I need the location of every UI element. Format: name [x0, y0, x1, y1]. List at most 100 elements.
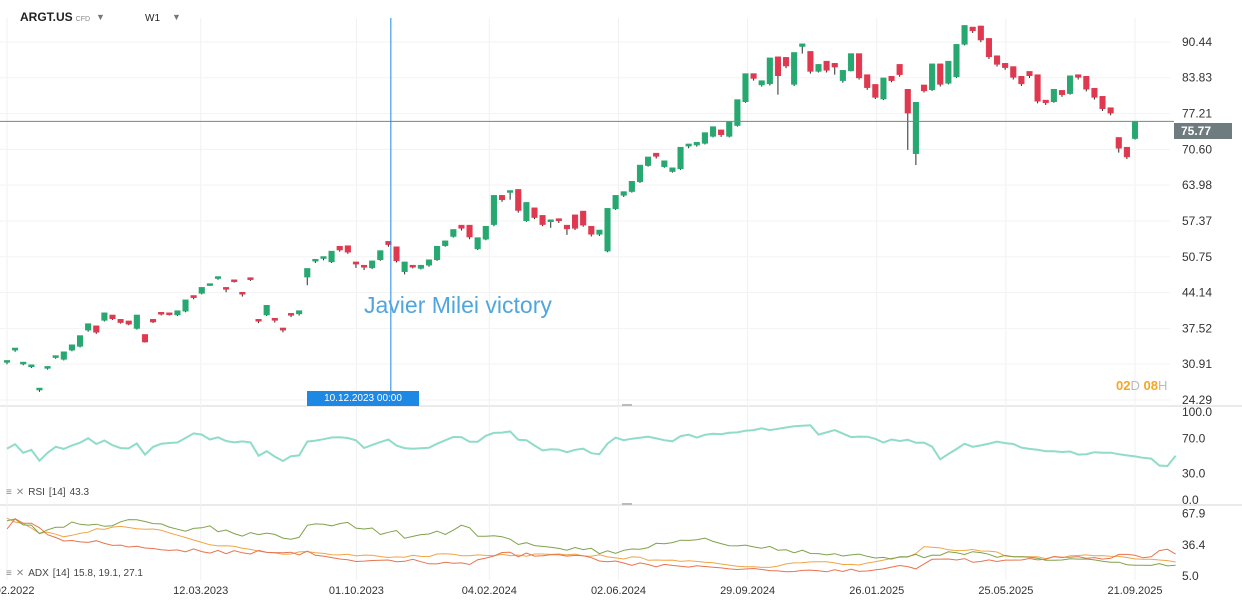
- candle: [961, 25, 968, 46]
- candle-body: [1042, 99, 1049, 104]
- rsi-indicator-label[interactable]: ≡ ✕ RSI [14] 43.3: [6, 487, 89, 498]
- candle: [1050, 89, 1057, 103]
- candle: [466, 224, 473, 240]
- candle: [945, 60, 952, 85]
- indicator-settings-icon[interactable]: ≡: [6, 487, 12, 498]
- price-tick-label: 63.98: [1182, 178, 1212, 192]
- candle-body: [401, 261, 408, 272]
- candle: [255, 319, 262, 324]
- candle-body: [393, 246, 400, 262]
- candle-body: [109, 314, 116, 320]
- candle: [856, 53, 863, 80]
- candle-body: [847, 53, 855, 72]
- candle: [117, 319, 124, 324]
- candle-body: [296, 310, 303, 315]
- candle-body: [864, 74, 871, 88]
- candle-body: [1099, 96, 1106, 110]
- candle: [1010, 66, 1017, 80]
- candle: [158, 312, 165, 316]
- candle-body: [1050, 89, 1057, 102]
- candle-body: [287, 313, 295, 316]
- candle-body: [1058, 90, 1066, 95]
- y-axis: 90.44 83.83 77.21 70.60 63.98 57.37 50.75 44.14…: [1182, 35, 1212, 583]
- candle: [993, 55, 1001, 67]
- candle-body: [515, 189, 522, 211]
- candle: [401, 261, 408, 275]
- timeframe-dropdown-icon[interactable]: ▼: [172, 12, 181, 22]
- candle-body: [271, 317, 278, 321]
- candle-body: [758, 80, 765, 86]
- rsi-value: 43.3: [69, 487, 90, 498]
- candle-body: [361, 264, 368, 268]
- candle: [206, 283, 213, 286]
- price-tick-label: 30.91: [1182, 357, 1212, 371]
- candle-body: [572, 214, 579, 229]
- candle-body: [320, 256, 327, 259]
- candle-body: [669, 167, 676, 172]
- adx-params: [14]: [52, 568, 70, 579]
- candle-body: [255, 319, 262, 322]
- price-tick-label: 24.29: [1182, 393, 1212, 407]
- indicator-close-icon[interactable]: ✕: [15, 487, 25, 498]
- x-tick-label: 21.09.2025: [1107, 585, 1162, 597]
- symbol-dropdown-icon[interactable]: ▼: [96, 12, 105, 22]
- candle-body: [279, 327, 286, 331]
- candle-body: [539, 215, 546, 225]
- candle: [620, 191, 627, 197]
- candle-body: [872, 84, 879, 98]
- candle: [766, 57, 773, 86]
- candle: [669, 167, 676, 173]
- candle-body: [1002, 63, 1009, 68]
- candle: [344, 245, 351, 254]
- candle: [336, 245, 343, 252]
- candle: [507, 190, 514, 200]
- symbol-selector[interactable]: ARGT.US CFD: [20, 10, 90, 24]
- candle: [523, 202, 530, 222]
- candle-body: [742, 73, 749, 102]
- candle-body: [531, 207, 538, 218]
- candle: [174, 310, 181, 317]
- indicator-close-icon[interactable]: ✕: [15, 568, 25, 579]
- candle-body: [685, 143, 692, 147]
- candle-body: [523, 202, 530, 222]
- candle: [1026, 71, 1033, 78]
- adx-name: ADX: [28, 568, 49, 579]
- candle: [912, 102, 919, 166]
- candle-body: [961, 25, 968, 45]
- candle-body: [588, 225, 595, 235]
- candle-body: [12, 347, 19, 351]
- candle: [661, 160, 668, 168]
- price-tick-label: 90.44: [1182, 35, 1212, 49]
- candle-body: [198, 287, 205, 294]
- candle: [937, 63, 944, 87]
- candle-body: [336, 245, 343, 251]
- candle: [685, 143, 692, 149]
- candle-body: [425, 259, 433, 266]
- candle: [920, 84, 928, 93]
- candle: [555, 218, 562, 223]
- x-tick-label: 01.10.2023: [329, 585, 384, 597]
- candle: [791, 52, 798, 87]
- adx-indicator-label[interactable]: ≡ ✕ ADX [14] 15.8, 19.1, 27.1: [6, 568, 143, 579]
- timeframe-selector[interactable]: W1: [145, 13, 160, 24]
- candle: [166, 312, 173, 316]
- indicator-settings-icon[interactable]: ≡: [6, 568, 12, 579]
- candle: [68, 344, 75, 352]
- candle: [539, 215, 546, 227]
- candle-body: [969, 26, 976, 32]
- candle: [1067, 75, 1074, 95]
- rsi-tick-label: 30.0: [1182, 467, 1206, 481]
- candle: [718, 129, 725, 137]
- candle: [312, 258, 319, 264]
- candle-body: [693, 142, 700, 146]
- candle-body: [206, 283, 213, 286]
- adx-line: [6, 517, 1176, 568]
- candle: [580, 210, 587, 227]
- countdown-days-unit: D: [1130, 378, 1140, 393]
- candle: [231, 279, 238, 283]
- candle-body: [474, 237, 481, 250]
- candle: [547, 219, 554, 228]
- candle-body: [1107, 107, 1114, 114]
- candle: [1018, 76, 1025, 87]
